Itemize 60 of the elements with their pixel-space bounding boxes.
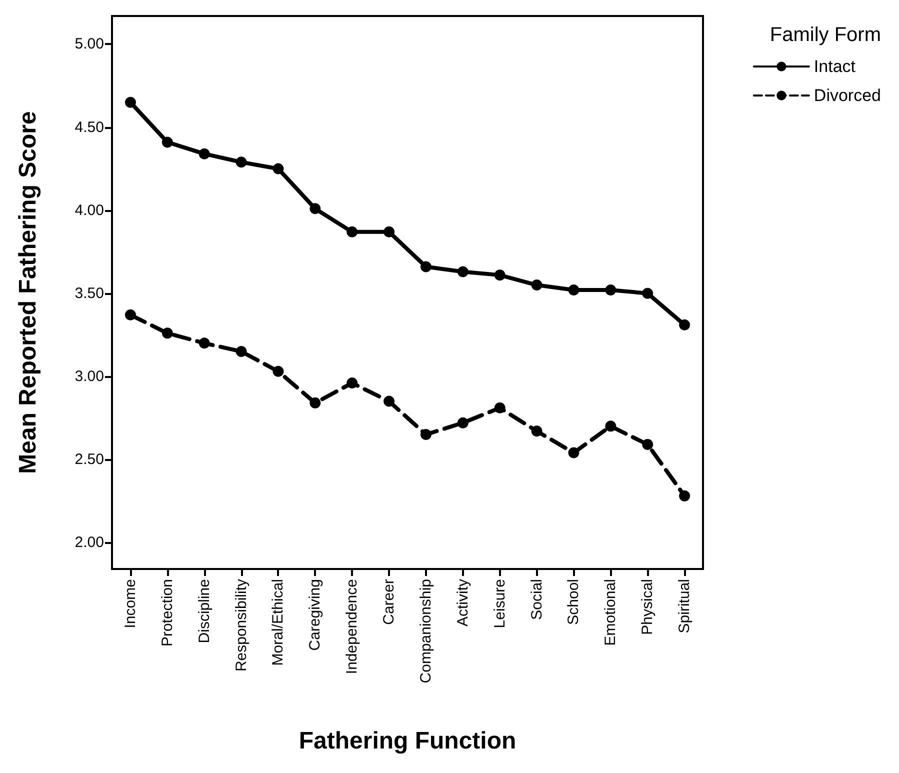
x-tick-label: Moral/Ethical <box>270 579 287 666</box>
legend-label: Intact <box>814 57 856 76</box>
x-tick-label: Emotional <box>602 579 620 646</box>
point <box>679 319 690 330</box>
point <box>162 328 173 339</box>
point <box>198 338 210 349</box>
point <box>605 420 616 432</box>
legend-title: Family Form <box>770 24 882 46</box>
point <box>494 270 506 281</box>
y-tick-label: 2.50 <box>74 450 104 468</box>
x-axis-title: Fathering Function <box>298 728 516 754</box>
point <box>346 378 358 389</box>
y-tick-label: 3.00 <box>74 368 104 385</box>
y-tick-label: 2.00 <box>74 534 104 551</box>
point <box>420 261 432 272</box>
y-tick-label: 4.50 <box>74 118 104 136</box>
point <box>384 396 395 407</box>
x-tick-label: Companionship <box>417 579 434 684</box>
point <box>124 96 136 108</box>
legend-label: Divorced <box>814 86 882 105</box>
y-tick-label: 3.50 <box>74 284 104 302</box>
y-tick-label: 4.00 <box>74 202 104 219</box>
point <box>310 397 321 408</box>
point <box>457 266 468 278</box>
y-axis-title: Mean Reported Fathering Score <box>14 111 42 474</box>
point <box>531 280 542 291</box>
point <box>124 309 136 320</box>
x-tick-label: Protection <box>158 579 176 647</box>
x-tick-label: Physical <box>639 579 656 635</box>
point <box>272 163 284 174</box>
x-tick-label: Responsibility <box>232 578 250 672</box>
point <box>384 226 395 238</box>
y-tick-label: 5.00 <box>74 36 104 53</box>
x-tick-label: Leisure <box>491 579 508 628</box>
x-tick-label: Income <box>122 579 139 628</box>
point <box>642 438 654 450</box>
point <box>679 490 690 502</box>
x-tick-label: Discipline <box>196 579 213 644</box>
point <box>568 447 580 458</box>
point <box>605 284 616 296</box>
point <box>162 136 173 148</box>
x-tick-label: Independence <box>344 579 361 674</box>
point <box>346 226 358 238</box>
x-tick-label: Spiritual <box>676 579 694 634</box>
point <box>198 148 210 160</box>
point <box>494 402 506 414</box>
x-tick-label: Social <box>528 579 546 620</box>
point <box>568 284 580 296</box>
point <box>642 288 654 299</box>
point <box>310 203 321 214</box>
point <box>272 366 284 377</box>
x-tick-label: Activity <box>454 578 472 627</box>
point <box>531 426 542 437</box>
point <box>236 156 247 168</box>
point <box>236 346 247 357</box>
x-tick-label: School <box>565 579 582 625</box>
point <box>420 428 432 440</box>
x-tick-label: Career <box>380 579 398 625</box>
point <box>457 417 468 428</box>
x-tick-label: Caregiving <box>306 579 324 651</box>
